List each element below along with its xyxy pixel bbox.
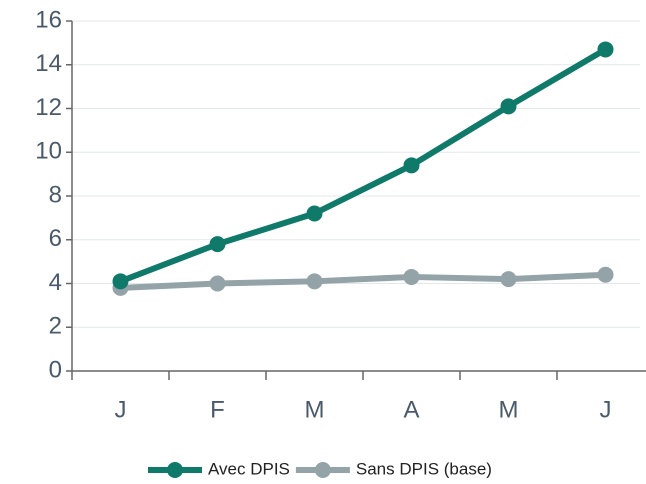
point — [306, 205, 323, 222]
y-tick-label: 16 — [35, 6, 62, 33]
y-tick-label: 6 — [49, 225, 62, 252]
y-tick-label: 10 — [35, 138, 62, 165]
x-tick-label: J — [115, 396, 127, 423]
point — [500, 98, 517, 115]
legend-marker — [167, 462, 183, 478]
y-tick-label: 4 — [49, 269, 62, 296]
point — [403, 268, 420, 285]
series-line — [119, 46, 608, 285]
point — [209, 275, 226, 292]
legend-label: Sans DPIS (base) — [356, 459, 492, 478]
x-tick-label: A — [403, 396, 419, 423]
x-tick-label: M — [499, 396, 519, 423]
y-tick-label: 12 — [35, 94, 62, 121]
x-tick-label: J — [600, 396, 612, 423]
series-line — [120, 271, 606, 291]
y-tick-label: 8 — [49, 181, 62, 208]
point — [500, 271, 517, 288]
point — [597, 41, 614, 58]
point — [306, 273, 323, 290]
x-tick-label: M — [305, 396, 325, 423]
point — [403, 157, 420, 174]
legend-label: Avec DPIS — [208, 459, 290, 478]
point — [209, 236, 226, 253]
point — [112, 273, 129, 290]
y-tick-label: 14 — [35, 50, 62, 77]
y-tick-label: 0 — [49, 356, 62, 383]
y-tick-label: 2 — [49, 313, 62, 340]
legend-marker — [314, 462, 331, 478]
x-tick-label: F — [210, 396, 225, 423]
point — [597, 266, 614, 283]
